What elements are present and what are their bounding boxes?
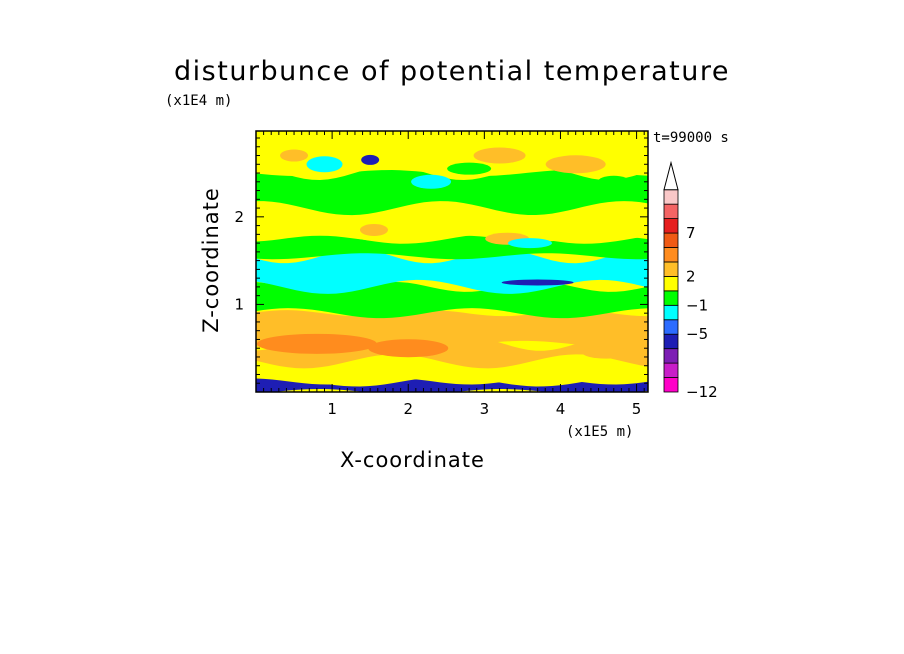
field-cell [280, 149, 309, 162]
field-cell [545, 155, 606, 174]
plot-frame [255, 130, 649, 393]
x-tick-label: 3 [480, 400, 490, 418]
colorbar-label: −1 [686, 296, 708, 314]
colorbar-segment [663, 189, 679, 205]
field-cell [447, 162, 492, 175]
colorbar-label: −12 [686, 383, 718, 401]
time-label: t=99000 s [653, 130, 729, 146]
field-cell [359, 223, 388, 236]
colorbar-extend-arrow [663, 160, 679, 191]
field-cell [473, 147, 526, 164]
x-tick-label: 1 [327, 400, 337, 418]
field-cell [256, 333, 377, 354]
colorbar-segment [663, 362, 679, 378]
colorbar-segment [663, 348, 679, 364]
x-scale-note: (x1E5 m) [566, 424, 634, 440]
colorbar-label: 7 [686, 224, 696, 242]
y-axis: 12 [234, 137, 648, 384]
colorbar: 7 2 −1 −5 −12 [663, 160, 718, 401]
x-tick-label: 4 [556, 400, 566, 418]
colorbar-segment [663, 247, 679, 263]
field-cell [411, 174, 452, 189]
y-scale-note: (x1E4 m) [165, 93, 233, 109]
colorbar-segment [663, 232, 679, 248]
field-band [256, 356, 648, 387]
colorbar-segment [663, 261, 679, 277]
contour-field [256, 131, 648, 392]
field-cell [361, 154, 380, 165]
field-cell [306, 156, 343, 173]
colorbar-segment [663, 290, 679, 306]
colorbar-segment [663, 319, 679, 335]
field-cell [582, 346, 631, 359]
colorbar-label: −5 [686, 325, 708, 343]
field-cell [597, 175, 630, 188]
x-axis-label: X-coordinate [340, 448, 485, 472]
chart-title: disturbunce of potential temperature [174, 56, 730, 87]
x-tick-label: 2 [403, 400, 413, 418]
colorbar-segment [663, 377, 679, 393]
colorbar-segment [663, 218, 679, 234]
colorbar-segment [663, 304, 679, 321]
y-tick-label: 2 [234, 208, 244, 226]
colorbar-label: 2 [686, 267, 696, 285]
y-tick-label: 1 [234, 295, 244, 313]
field-cell [368, 339, 449, 358]
field-band [256, 166, 648, 216]
field-cell [501, 279, 574, 286]
colorbar-segment [663, 203, 679, 219]
x-axis: 1 2 3 4 5 [263, 131, 645, 418]
x-tick-label: 5 [632, 400, 642, 418]
colorbar-segment [663, 333, 679, 350]
colorbar-segment [663, 275, 679, 292]
field-cell [508, 238, 553, 249]
